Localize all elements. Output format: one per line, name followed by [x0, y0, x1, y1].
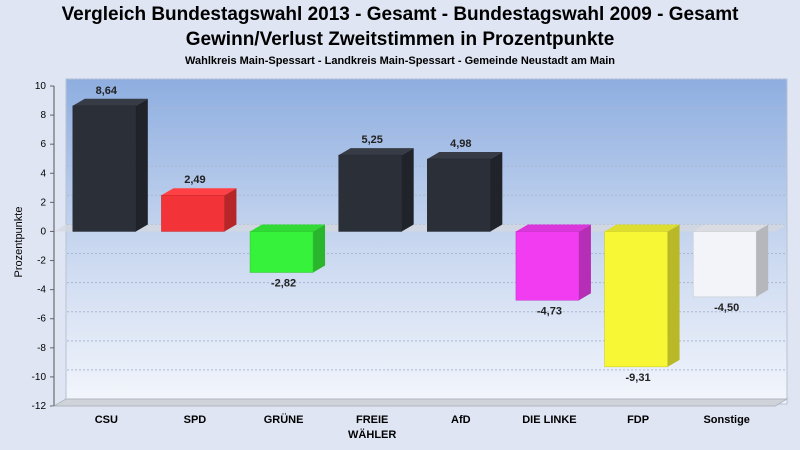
y-tick-label: 2: [40, 197, 46, 208]
y-tick-label: 4: [40, 168, 46, 179]
chart-title: Vergleich Bundestagswahl 2013 - Gesamt -…: [61, 4, 739, 25]
bar: [604, 231, 668, 368]
y-tick-label: 0: [40, 226, 46, 237]
y-tick-label: 8: [40, 110, 46, 121]
x-tick-label: WÄHLER: [348, 428, 396, 441]
bar-side: [224, 188, 237, 232]
bar: [338, 154, 402, 232]
y-tick-label: -6: [37, 314, 46, 325]
x-tick-label: DIE LINKE: [522, 414, 576, 426]
bar-top: [250, 224, 326, 232]
y-tick-label: -12: [32, 401, 47, 412]
y-tick-label: -8: [37, 343, 46, 354]
bar-side: [578, 224, 591, 301]
bar-top: [693, 224, 769, 232]
y-tick-label: 6: [40, 139, 46, 150]
bar-top: [161, 188, 237, 196]
bar: [515, 231, 580, 301]
bar-side: [135, 98, 148, 232]
y-tick-label: -10: [32, 372, 47, 383]
bar-top: [427, 152, 503, 160]
chart-caption: Wahlkreis Main-Spessart - Landkreis Main…: [185, 55, 615, 67]
bar: [427, 158, 491, 232]
data-label: 2,49: [184, 174, 205, 186]
x-tick-label: AfD: [451, 414, 471, 426]
data-label: -2,82: [271, 277, 296, 289]
data-label: 4,98: [450, 138, 471, 150]
bar: [692, 231, 757, 298]
bar-top: [604, 224, 680, 232]
bar-side: [313, 224, 326, 273]
bar-top: [72, 98, 148, 106]
y-axis-label: Prozentpunkte: [13, 207, 25, 278]
zero-plane: [54, 224, 787, 232]
bar-side: [490, 152, 503, 232]
plot-floor: [52, 398, 789, 407]
x-tick-label: FREIE: [356, 414, 388, 426]
data-label: -4,50: [714, 302, 739, 314]
x-tick-label: SPD: [184, 414, 207, 426]
data-label: 8,64: [96, 85, 118, 97]
y-tick-label: -2: [37, 256, 46, 267]
chart-subtitle: Gewinn/Verlust Zweitstimmen in Prozentpu…: [185, 29, 615, 50]
y-tick-label: -4: [37, 285, 46, 296]
bar: [249, 231, 314, 273]
bar: [72, 105, 137, 232]
bar-side: [667, 224, 680, 367]
x-tick-label: CSU: [95, 414, 118, 426]
bar-top: [515, 224, 591, 232]
bar-side: [401, 148, 414, 232]
x-tick-label: FDP: [627, 414, 649, 426]
x-tick-label: Sonstige: [703, 414, 749, 426]
bar-top: [338, 148, 414, 156]
data-label: 5,25: [361, 134, 382, 146]
y-tick-label: 10: [35, 81, 47, 92]
data-label: -4,73: [537, 305, 562, 317]
bar-side: [756, 224, 769, 297]
x-tick-label: GRÜNE: [264, 413, 304, 426]
data-label: -9,31: [626, 372, 651, 384]
bar: [161, 194, 225, 232]
